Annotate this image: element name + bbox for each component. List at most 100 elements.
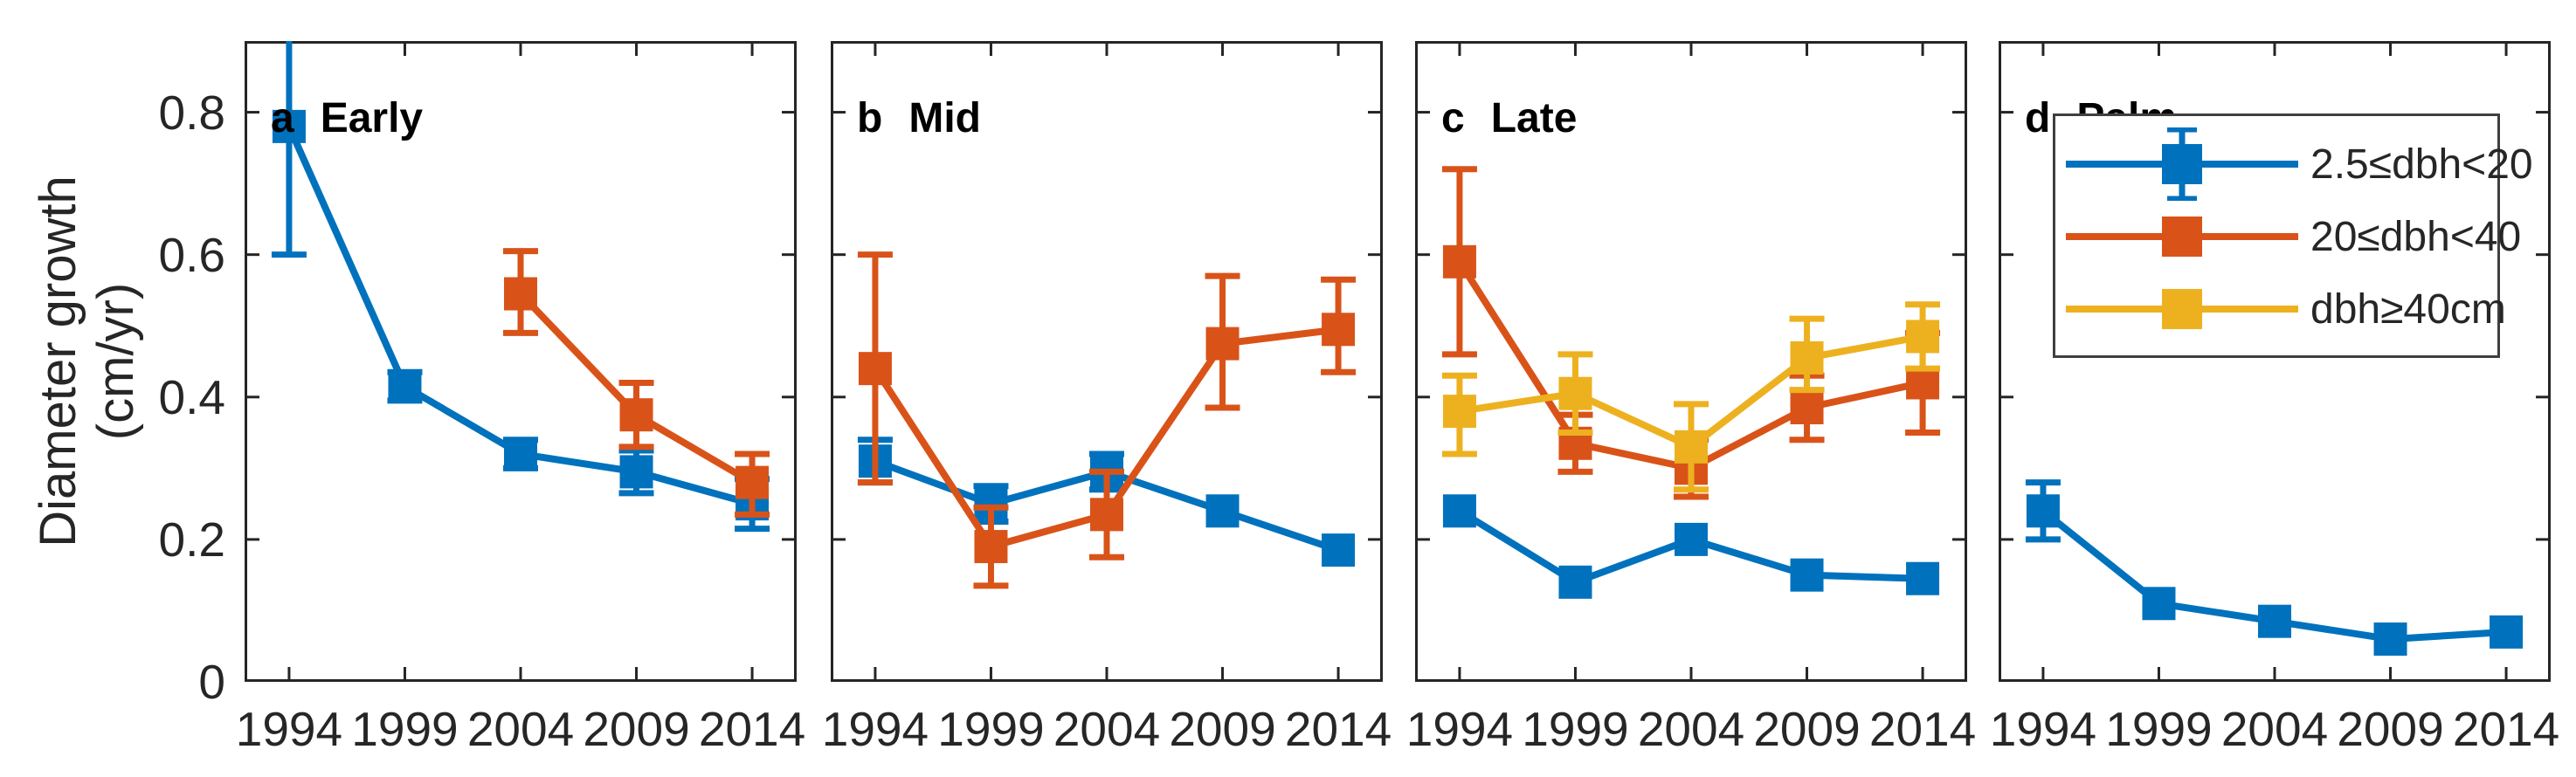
data-point-marker bbox=[1558, 376, 1592, 410]
panel-b: b Mid bbox=[831, 41, 1383, 682]
x-tick-label: 1999 bbox=[937, 702, 1045, 756]
panel-c: c Late bbox=[1415, 41, 1967, 682]
data-point-marker bbox=[1205, 327, 1240, 361]
data-point-marker bbox=[1906, 320, 1940, 354]
data-point-marker bbox=[272, 109, 306, 143]
x-tick-label: 2004 bbox=[466, 702, 575, 756]
y-tick-label: 0.2 bbox=[158, 512, 225, 567]
data-point-marker bbox=[2142, 587, 2176, 621]
x-axis-tick-labels-b: 1994 1999 2004 2009 2014 bbox=[822, 702, 1392, 756]
x-axis-tick-labels-c: 1994 1999 2004 2009 2014 bbox=[1406, 702, 1976, 756]
panel-plot-a bbox=[245, 41, 797, 682]
series-yellow bbox=[1441, 301, 1941, 493]
data-point-marker bbox=[1322, 533, 1356, 567]
data-point-marker bbox=[1558, 565, 1592, 599]
series-orange bbox=[503, 248, 770, 518]
legend-box: 2.5≤dbh<20 20≤dbh<40 dbh≥40cm bbox=[2053, 113, 2533, 358]
legend-row-orange: 20≤dbh<40 bbox=[2055, 200, 2521, 273]
data-point-marker bbox=[2258, 604, 2291, 638]
panel-title-text: Early bbox=[320, 95, 424, 141]
panel-title-c: c Late bbox=[1441, 97, 1577, 141]
legend-swatch-blue bbox=[2066, 127, 2298, 201]
panel-plot-b bbox=[831, 41, 1383, 682]
x-tick-label: 2004 bbox=[2220, 702, 2329, 756]
x-tick-label: 2009 bbox=[2337, 702, 2444, 756]
x-axis-tick-labels-a: 1994 1999 2004 2009 2014 bbox=[236, 702, 805, 756]
y-tick-label: 0.8 bbox=[158, 85, 225, 140]
series-orange bbox=[857, 251, 1357, 589]
data-point-marker bbox=[1442, 244, 1476, 278]
axis-box bbox=[1999, 41, 2551, 682]
x-tick-label: 2014 bbox=[2452, 702, 2560, 756]
data-point-marker bbox=[974, 530, 1008, 564]
data-point-marker bbox=[504, 277, 537, 311]
legend-marker bbox=[2162, 289, 2202, 329]
data-point-marker bbox=[1906, 366, 1940, 400]
data-point-marker bbox=[619, 398, 653, 432]
panel-letter: a bbox=[271, 95, 294, 141]
data-point-marker bbox=[2026, 494, 2060, 528]
x-tick-label: 2004 bbox=[1053, 702, 1161, 756]
y-tick-label: 0.4 bbox=[158, 369, 225, 424]
data-point-marker bbox=[1906, 561, 1940, 595]
series-blue bbox=[1442, 494, 1940, 599]
x-tick-label: 2014 bbox=[698, 702, 806, 756]
legend-label: 2.5≤dbh<20 bbox=[2310, 141, 2533, 188]
legend-label: dbh≥40cm bbox=[2310, 285, 2506, 333]
legend-label: 20≤dbh<40 bbox=[2310, 213, 2522, 260]
panel-plot-c bbox=[1415, 41, 1967, 682]
x-tick-label: 1994 bbox=[1989, 702, 2097, 756]
legend-row-yellow: dbh≥40cm bbox=[2055, 272, 2506, 346]
legend-marker bbox=[2162, 144, 2202, 184]
x-tick-label: 1999 bbox=[1522, 702, 1629, 756]
data-point-marker bbox=[858, 352, 892, 386]
panel-a: a Early bbox=[245, 41, 797, 682]
x-tick-label: 1994 bbox=[1405, 702, 1514, 756]
legend-row-blue: 2.5≤dbh<20 bbox=[2055, 127, 2533, 201]
data-point-marker bbox=[1322, 313, 1356, 347]
data-point-marker bbox=[1790, 558, 1824, 592]
panel-title-b: b Mid bbox=[857, 97, 981, 141]
panel-title-text: Late bbox=[1490, 95, 1578, 141]
y-tick-label: 0.6 bbox=[158, 227, 225, 282]
x-tick-label: 2004 bbox=[1637, 702, 1745, 756]
data-point-marker bbox=[1442, 494, 1476, 528]
data-point-marker bbox=[619, 455, 653, 489]
data-point-marker bbox=[1205, 494, 1240, 528]
data-point-marker bbox=[736, 465, 770, 499]
data-point-marker bbox=[1442, 395, 1476, 429]
data-point-marker bbox=[1675, 522, 1708, 556]
x-tick-label: 1994 bbox=[235, 702, 343, 756]
x-axis-tick-labels-d: 1994 1999 2004 2009 2014 bbox=[1990, 702, 2559, 756]
axis-box bbox=[831, 41, 1383, 682]
legend-marker bbox=[2162, 217, 2202, 257]
axis-box bbox=[1415, 41, 1967, 682]
legend-swatch-yellow bbox=[2066, 289, 2298, 329]
data-point-marker bbox=[1790, 391, 1824, 425]
panel-letter: b bbox=[857, 95, 883, 141]
data-point-marker bbox=[388, 369, 422, 403]
x-tick-label: 2009 bbox=[1169, 702, 1276, 756]
panel-plot-d bbox=[1999, 41, 2551, 682]
x-tick-label: 2009 bbox=[583, 702, 690, 756]
data-point-marker bbox=[504, 437, 537, 471]
data-point-marker bbox=[1675, 430, 1708, 464]
x-tick-label: 2014 bbox=[1868, 702, 1977, 756]
series-blue bbox=[271, 41, 770, 533]
axis-box bbox=[245, 41, 797, 682]
series-blue bbox=[2025, 479, 2524, 657]
x-tick-label: 2014 bbox=[1284, 702, 1392, 756]
legend-swatch-orange bbox=[2066, 217, 2298, 257]
x-tick-label: 1999 bbox=[2105, 702, 2213, 756]
y-tick-label: 0 bbox=[198, 655, 225, 709]
panel-title-text: Mid bbox=[908, 95, 981, 141]
x-tick-label: 1999 bbox=[351, 702, 459, 756]
panel-letter: d bbox=[2025, 95, 2051, 141]
x-tick-label: 2009 bbox=[1753, 702, 1861, 756]
data-point-marker bbox=[1790, 340, 1824, 375]
data-point-marker bbox=[2373, 622, 2407, 657]
panel-title-a: a Early bbox=[271, 97, 423, 141]
data-point-marker bbox=[1090, 498, 1123, 532]
